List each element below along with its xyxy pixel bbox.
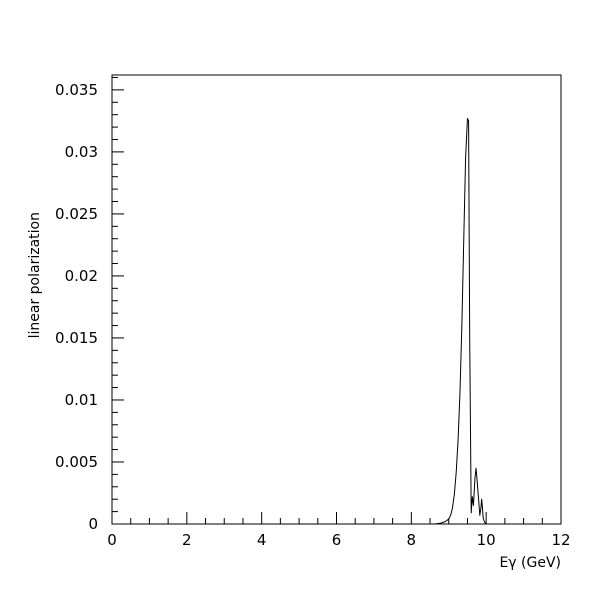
series-point: [472, 496, 473, 497]
series-point: [469, 337, 470, 338]
y-axis-tick-label: 0.005: [55, 453, 98, 471]
series-point: [461, 325, 462, 326]
series-point: [458, 439, 459, 440]
y-axis-tick-label: 0.015: [55, 329, 98, 347]
series-layer: [111, 117, 561, 525]
series-point: [452, 507, 453, 508]
x-axis-tick-label: 6: [332, 531, 342, 549]
x-axis-tick-label: 10: [477, 531, 496, 549]
series-line-0: [112, 117, 561, 525]
x-axis-tick-label: 0: [107, 531, 117, 549]
series-point: [444, 521, 445, 522]
series-point: [450, 515, 451, 516]
y-axis-tick-label: 0: [88, 515, 98, 533]
x-axis-tick-label: 2: [182, 531, 192, 549]
x-axis-tick-label: 4: [257, 531, 267, 549]
x-axis-tick-label: 12: [551, 531, 570, 549]
series-point: [441, 522, 442, 523]
y-axis-tick-label: 0.02: [65, 267, 98, 285]
series-point: [465, 158, 466, 159]
x-axis-title: Eγ (GeV): [499, 555, 561, 571]
series-point: [478, 500, 479, 501]
series-point: [468, 120, 469, 121]
series-point: [437, 523, 438, 524]
y-axis-tick-label: 0.025: [55, 205, 98, 223]
y-axis-tick-label: 0.035: [55, 81, 98, 99]
series-point: [459, 392, 460, 393]
series-point: [456, 471, 457, 472]
series-point: [483, 517, 484, 518]
x-axis-tick-label: 8: [407, 531, 417, 549]
y-axis-tick-label: 0.01: [65, 391, 98, 409]
y-axis-tick-labels: 0 0.005 0.01 0.015 0.02 0.025 0.03 0.035: [55, 81, 98, 533]
series-point: [475, 468, 476, 469]
y-axis-tick-label: 0.03: [65, 143, 98, 161]
y-axis-title: linear polarization: [27, 212, 43, 338]
series-point: [111, 523, 112, 524]
series-point: [433, 523, 434, 524]
series-point: [486, 523, 487, 524]
x-axis-tick-labels: 0 2 4 6 8 10 12: [107, 531, 570, 549]
series-point: [481, 499, 482, 500]
series-point: [477, 481, 478, 482]
series-point: [480, 507, 481, 508]
series-point: [473, 505, 474, 506]
series-point: [429, 523, 430, 524]
series-point: [484, 522, 485, 523]
series-point: [454, 494, 455, 495]
series-point: [463, 241, 464, 242]
series-point: [483, 520, 484, 521]
series-point: [560, 523, 561, 524]
series-point: [471, 512, 472, 513]
x-axis-ticks: [111, 512, 562, 524]
series-point: [474, 478, 475, 479]
series-point: [482, 507, 483, 508]
series-point: [448, 518, 449, 519]
series-point: [479, 515, 480, 516]
series-point: [467, 118, 468, 119]
